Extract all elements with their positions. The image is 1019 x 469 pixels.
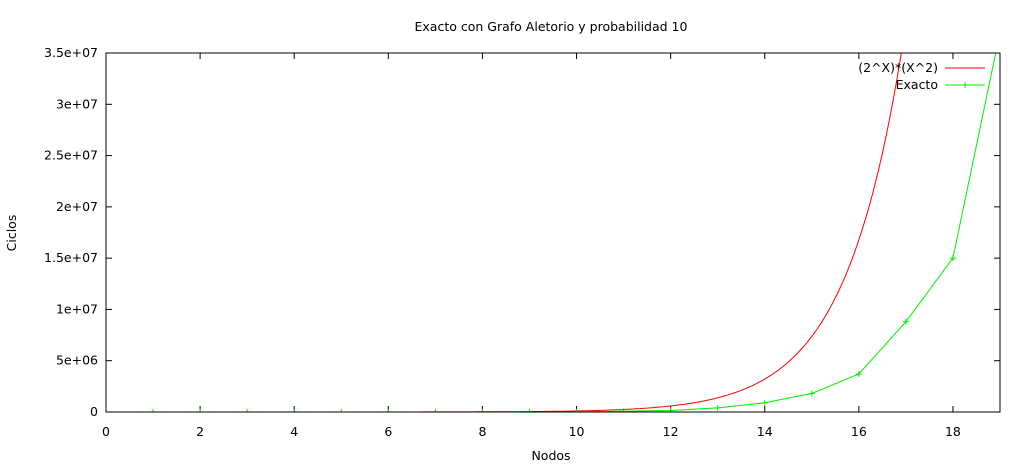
data-point (291, 409, 298, 412)
x-tick-label: 8 (478, 424, 486, 439)
legend-label: (2^X)*(X^2) (858, 60, 938, 75)
x-tick-label: 6 (384, 424, 392, 439)
x-tick-label: 10 (569, 424, 585, 439)
y-tick-label: 3.5e+07 (44, 45, 98, 60)
axis-ticks: 0 2 4 6 8 10 12 14 16 18 0 5e+06 1e+07 1.5e+07 2e+07 2.… (44, 45, 1000, 439)
y-tick-label: 2.5e+07 (44, 148, 98, 163)
data-point (432, 409, 439, 412)
data-point (244, 409, 251, 412)
data-point (197, 409, 204, 412)
y-tick-label: 1.5e+07 (44, 250, 98, 265)
data-point (949, 255, 956, 262)
y-tick-label: 2e+07 (56, 199, 98, 214)
x-tick-label: 16 (851, 424, 867, 439)
y-tick-label: 0 (90, 404, 98, 419)
legend-label: Exacto (896, 77, 938, 92)
data-point (808, 390, 815, 397)
data-point (620, 408, 627, 412)
x-tick-label: 12 (663, 424, 679, 439)
y-tick-label: 1e+07 (56, 301, 98, 316)
data-point (761, 399, 768, 406)
series-line-0 (106, 53, 902, 412)
data-point (714, 404, 721, 411)
x-tick-label: 0 (102, 424, 110, 439)
data-point (526, 409, 533, 412)
data-point (150, 409, 157, 412)
x-tick-label: 18 (945, 424, 961, 439)
data-point (997, 29, 1003, 35)
data-point (855, 371, 862, 378)
data-point (667, 407, 674, 412)
x-tick-label: 14 (757, 424, 773, 439)
x-tick-label: 4 (290, 424, 298, 439)
plot-frame (105, 52, 1001, 413)
data-point (385, 409, 392, 412)
series-line-1 (153, 53, 997, 412)
data-point (902, 318, 909, 325)
y-axis-label: Ciclos (4, 215, 19, 252)
legend: (2^X)*(X^2) Exacto (858, 60, 985, 92)
y-tick-label: 3e+07 (56, 96, 98, 111)
data-point (479, 409, 486, 412)
x-axis-label: Nodos (531, 448, 570, 463)
y-tick-label: 5e+06 (56, 353, 98, 368)
data-point (338, 409, 345, 412)
x-tick-label: 2 (196, 424, 204, 439)
chart-title: Exacto con Grafo Aletorio y probabilidad… (415, 19, 688, 34)
